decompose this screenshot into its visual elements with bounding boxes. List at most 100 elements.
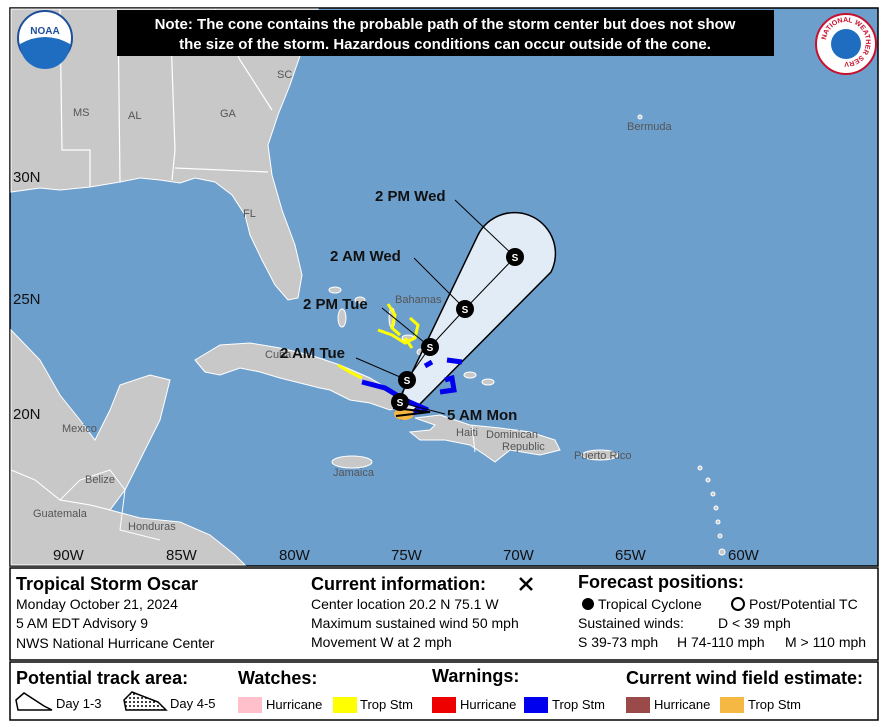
lat-label: 30N — [13, 169, 41, 186]
cuba — [194, 342, 406, 411]
sustained-winds: Sustained winds: — [578, 615, 684, 631]
place-label: Honduras — [128, 521, 176, 533]
warning-hurricane: Hurricane — [460, 697, 516, 712]
lon-label: 65W — [615, 547, 647, 564]
watch-hurricane: Hurricane — [266, 697, 322, 712]
movement: Movement W at 2 mph — [311, 634, 452, 650]
center: NWS National Hurricane Center — [16, 635, 215, 651]
leader-lines — [355, 199, 516, 415]
wind-trop: Trop Stm — [748, 697, 801, 712]
watches-heading: Watches: — [238, 668, 317, 688]
note-line: Note: The cone contains the probable pat… — [155, 16, 736, 33]
place-label: Haiti — [456, 427, 478, 439]
wind-s: S 39-73 mph — [578, 634, 658, 650]
place-label: Republic — [502, 441, 545, 453]
hispaniola — [408, 414, 561, 463]
lon-label: 75W — [391, 547, 423, 564]
warning-trop-swatch — [524, 697, 548, 713]
center-location: Center location 20.2 N 75.1 W — [311, 596, 499, 612]
date: Monday October 21, 2024 — [16, 596, 178, 612]
wind-trop-swatch — [720, 697, 744, 713]
lat-label: 20N — [13, 406, 41, 423]
warning-trop: Trop Stm — [552, 697, 605, 712]
lesser-antilles — [637, 114, 726, 556]
place-label: Dominican — [486, 429, 538, 441]
wind-heading: Current wind field estimate: — [626, 668, 863, 688]
trop-storm-watch — [337, 303, 420, 380]
day13-icon — [15, 692, 53, 711]
warning-hurricane-swatch — [432, 697, 456, 713]
trop-storm-wind-field — [394, 408, 414, 420]
storm-symbol: S — [512, 253, 519, 264]
watch-hurricane-swatch — [238, 697, 262, 713]
storm-name: Tropical Storm Oscar — [16, 574, 198, 594]
storm-symbols: S S S S S — [391, 248, 524, 411]
tc-icon — [582, 598, 594, 610]
legend: Potential track area: Day 1-3 Day 4-5 Wa… — [9, 661, 879, 721]
day45-icon — [123, 691, 168, 711]
place-label: Jamaica — [333, 467, 375, 479]
place-label: Guatemala — [33, 508, 88, 520]
united-states — [10, 8, 319, 301]
info-panel: Tropical Storm Oscar Monday October 21, … — [9, 567, 879, 661]
place-label: Puerto Rico — [574, 450, 631, 462]
wind-m: M > 110 mph — [785, 634, 866, 650]
state-label: AL — [128, 110, 141, 122]
post-tc: Post/Potential TC — [749, 596, 858, 612]
forecast-heading: Forecast positions: — [578, 572, 744, 592]
storm-symbol: S — [397, 398, 404, 409]
track-heading: Potential track area: — [16, 668, 188, 688]
tropical-cyclone: Tropical Cyclone — [598, 596, 702, 612]
map: MS AL GA SC FL Bermuda Bahamas Cuba Mexi… — [0, 0, 879, 567]
lat-label: 25N — [13, 291, 41, 308]
post-tc-icon — [731, 597, 745, 611]
advisory: 5 AM EDT Advisory 9 — [16, 615, 148, 631]
day45: Day 4-5 — [170, 696, 216, 711]
noaa-wave — [20, 37, 70, 69]
place-label: Bermuda — [627, 121, 673, 133]
info-box — [9, 567, 879, 661]
place-label: Mexico — [62, 423, 97, 435]
nws-logo-center — [831, 29, 861, 59]
wind-d: D < 39 mph — [718, 615, 791, 631]
storm-symbol: S — [462, 305, 469, 316]
current-position — [392, 407, 431, 417]
lon-label: 80W — [279, 547, 311, 564]
wind-hurricane-swatch — [626, 697, 650, 713]
day13: Day 1-3 — [56, 696, 102, 711]
lon-label: 85W — [166, 547, 198, 564]
forecast-label: 2 AM Wed — [330, 248, 401, 265]
jamaica — [331, 455, 373, 469]
lon-label: 60W — [728, 547, 760, 564]
central-america — [10, 469, 247, 566]
max-wind: Maximum sustained wind 50 mph — [311, 615, 519, 631]
forecast-label: 5 AM Mon — [447, 407, 517, 424]
forecast-label: 2 PM Wed — [375, 188, 446, 205]
warnings-heading: Warnings: — [432, 666, 519, 686]
current-heading: Current information: — [311, 574, 486, 594]
wind-hurricane: Hurricane — [654, 697, 710, 712]
note-box — [117, 10, 774, 56]
place-label: Bahamas — [395, 294, 442, 306]
haiti-border — [471, 425, 476, 453]
forecast-label: 2 AM Tue — [280, 345, 345, 362]
state-label: MS — [73, 107, 90, 119]
noaa-text: NOAA — [30, 26, 59, 37]
storm-symbol: S — [404, 376, 411, 387]
watch-trop: Trop Stm — [360, 697, 413, 712]
watch-trop-swatch — [333, 697, 357, 713]
forecast-label: 2 PM Tue — [303, 296, 368, 313]
current-x-icon — [519, 577, 533, 591]
place-label: Cuba — [265, 349, 292, 361]
lon-label: 70W — [503, 547, 535, 564]
storm-symbol: S — [427, 343, 434, 354]
state-label: GA — [220, 108, 237, 120]
note-line: the size of the storm. Hazardous conditi… — [179, 36, 711, 53]
lon-label: 90W — [53, 547, 85, 564]
country-borders — [59, 469, 161, 541]
state-label: FL — [243, 208, 256, 220]
state-label: SC — [277, 69, 292, 81]
place-label: Belize — [85, 474, 115, 486]
wind-h: H 74-110 mph — [677, 634, 765, 650]
